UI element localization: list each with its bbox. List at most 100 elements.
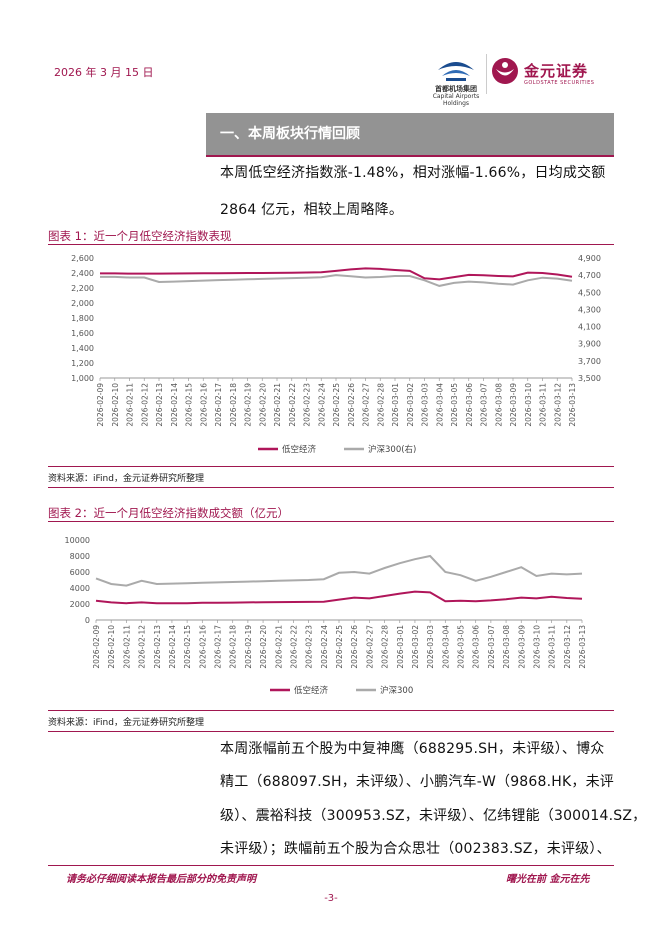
x-tick-label: 2026-02-13 (155, 383, 164, 427)
x-tick-label: 2026-02-15 (185, 383, 194, 427)
bottom-text-line-1: 本周涨幅前五个股为中复神鹰（688295.SH，未评级）、博众 (220, 741, 605, 757)
x-tick-label: 2026-02-21 (273, 383, 282, 427)
figure2-top-rule (48, 521, 614, 522)
footer-slogan: 曙光在前 金元在先 (506, 874, 590, 885)
y-right-tick-label: 4,700 (578, 271, 601, 280)
x-tick-label: 2026-03-10 (524, 383, 533, 427)
x-tick-label: 2026-02-10 (111, 383, 120, 427)
section-title-underline (206, 155, 614, 157)
x-tick-label: 2026-02-17 (214, 383, 223, 427)
x-tick-label: 2026-02-09 (96, 383, 105, 427)
goldstate-logo-icon (492, 58, 518, 84)
bottom-text-line-3: 级）、震裕科技（300953.SZ，未评级）、亿纬锂能（300014.SZ， (220, 808, 647, 824)
figure1-title: 图表 1：近一个月低空经济指数表现 (48, 229, 232, 243)
x-tick-label: 2026-02-20 (258, 383, 267, 427)
legend-label-1: 低空经济 (282, 444, 317, 455)
x-tick-label: 2026-02-18 (229, 625, 238, 669)
x-tick-label: 2026-03-07 (480, 383, 489, 427)
x-tick-label: 2026-02-10 (107, 625, 116, 669)
legend-label-2: 沪深300 (380, 685, 413, 696)
x-tick-label: 2026-03-05 (450, 383, 459, 427)
x-tick-label: 2026-02-20 (259, 625, 268, 669)
series-line-1 (95, 590, 583, 605)
y-tick-label: 2,000 (71, 299, 94, 308)
x-tick-label: 2026-02-27 (365, 625, 374, 669)
x-tick-label: 2026-03-06 (472, 625, 481, 669)
y-tick-label: 4000 (70, 584, 90, 593)
figure2-bottom-rule (48, 710, 614, 711)
y-right-tick-label: 3,500 (578, 374, 601, 383)
x-tick-label: 2026-02-23 (305, 625, 314, 669)
x-tick-label: 2026-03-04 (435, 383, 444, 427)
x-tick-label: 2026-03-02 (406, 383, 415, 427)
x-tick-label: 2026-02-27 (362, 383, 371, 427)
y-tick-label: 1,200 (71, 359, 94, 368)
footer-disclaimer: 请务必仔细阅读本报告最后部分的免责声明 (66, 874, 256, 885)
x-tick-label: 2026-03-12 (553, 383, 562, 427)
y-right-tick-label: 3,900 (578, 340, 601, 349)
x-tick-label: 2026-03-01 (396, 625, 405, 669)
figure2-source-rule (48, 731, 614, 732)
summary-line-2: 2864 亿元，相较上周略降。 (220, 202, 404, 218)
series-line-1 (100, 267, 573, 281)
x-tick-label: 2026-03-08 (502, 625, 511, 669)
x-tick-label: 2026-03-03 (426, 625, 435, 669)
y-tick-label: 2,200 (71, 284, 94, 293)
y-tick-label: 1,400 (71, 344, 94, 353)
x-tick-label: 2026-03-09 (517, 625, 526, 669)
x-tick-label: 2026-03-02 (411, 625, 420, 669)
x-tick-label: 2026-03-03 (421, 383, 430, 427)
logo-separator (486, 54, 487, 94)
y-tick-label: 2000 (70, 600, 90, 609)
x-tick-label: 2026-03-01 (391, 383, 400, 427)
y-tick-label: 0 (85, 616, 90, 625)
x-tick-label: 2026-03-13 (568, 383, 577, 427)
x-tick-label: 2026-02-16 (198, 625, 207, 669)
y-right-tick-label: 4,100 (578, 323, 601, 332)
x-tick-label: 2026-03-08 (494, 383, 503, 427)
x-tick-label: 2026-02-12 (138, 625, 147, 669)
figure1-source: 资料来源：iFind，金元证券研究所整理 (48, 474, 204, 484)
x-tick-label: 2026-03-11 (539, 383, 548, 427)
x-tick-label: 2026-03-11 (548, 625, 557, 669)
x-tick-label: 2026-02-14 (170, 383, 179, 427)
x-tick-label: 2026-02-24 (317, 383, 326, 427)
figure2-title: 图表 2：近一个月低空经济指数成交额（亿元） (48, 506, 289, 520)
x-tick-label: 2026-03-12 (563, 625, 572, 669)
goldstate-logo-name: 金元证券 (524, 62, 589, 80)
x-tick-label: 2026-02-22 (288, 383, 297, 427)
summary-line-1: 本周低空经济指数涨-1.48%，相对涨幅-1.66%，日均成交额 (220, 165, 606, 181)
x-tick-label: 2026-03-10 (532, 625, 541, 669)
x-tick-label: 2026-02-26 (350, 625, 359, 669)
x-tick-label: 2026-02-15 (183, 625, 192, 669)
goldstate-logo-en: GOLDSTATE SECURITIES (524, 80, 595, 86)
y-tick-label: 1,600 (71, 329, 94, 338)
x-tick-label: 2026-02-14 (168, 625, 177, 669)
capital-airports-logo (438, 62, 474, 81)
figure1-bottom-rule (48, 466, 614, 467)
report-date: 2026 年 3 月 15 日 (54, 66, 154, 79)
x-tick-label: 2026-02-22 (289, 625, 298, 669)
y-right-tick-label: 4,500 (578, 288, 601, 297)
y-tick-label: 1,800 (71, 314, 94, 323)
y-tick-label: 2,600 (71, 254, 94, 263)
x-tick-label: 2026-02-09 (92, 625, 101, 669)
x-tick-label: 2026-02-12 (140, 383, 149, 427)
x-tick-label: 2026-02-25 (335, 625, 344, 669)
y-right-tick-label: 4,300 (578, 305, 601, 314)
series-line-2 (95, 554, 583, 587)
x-tick-label: 2026-03-07 (487, 625, 496, 669)
x-tick-label: 2026-03-06 (465, 383, 474, 427)
bottom-text-line-4: 未评级）；跌幅前五个股为合众思壮（002383.SZ，未评级）、 (220, 841, 611, 857)
footer-rule (48, 865, 614, 866)
legend-label-2: 沪深300(右) (368, 444, 416, 455)
x-tick-label: 2026-02-26 (347, 383, 356, 427)
x-tick-label: 2026-02-17 (214, 625, 223, 669)
y-right-tick-label: 3,700 (578, 357, 601, 366)
figure1-top-rule (48, 244, 614, 245)
series-line-2 (100, 274, 573, 287)
page-number: -3- (324, 893, 338, 904)
y-tick-label: 6000 (70, 568, 90, 577)
x-tick-label: 2026-03-04 (441, 625, 450, 669)
x-tick-label: 2026-02-13 (153, 625, 162, 669)
